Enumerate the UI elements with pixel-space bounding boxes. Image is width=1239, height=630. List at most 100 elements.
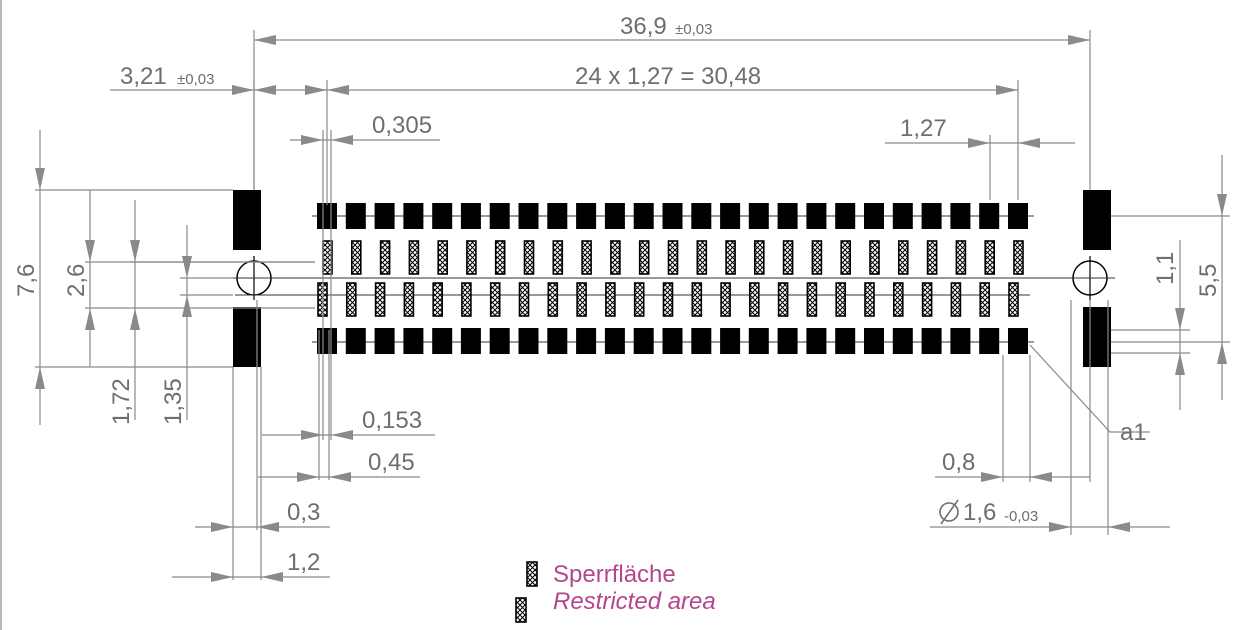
restricted-area-lower: [461, 282, 472, 317]
contact-pad-bottom: [892, 328, 913, 354]
hole-offset-tolerance: ±0,03: [177, 71, 214, 88]
restricted-area-upper: [869, 240, 880, 275]
legend-label-de: Sperrfläche: [553, 561, 676, 588]
mounting-pads-left: [233, 190, 261, 367]
restricted-area-lower: [864, 282, 875, 317]
extension-lines: [35, 30, 1230, 580]
restricted-area-upper: [466, 240, 477, 275]
contact-pad-bottom: [921, 328, 942, 354]
restricted-area-lower: [892, 282, 904, 317]
contact-pad-top: [979, 203, 1000, 229]
contact-pad-bottom: [777, 328, 798, 354]
restricted-area-upper: [696, 240, 708, 275]
contact-pad-bottom: [806, 328, 827, 354]
contact-pad-bottom: [576, 328, 597, 354]
slot-pad-width-label: 1,2: [287, 549, 320, 576]
overall-width-label: 36,9: [620, 13, 667, 40]
restricted-width-label: 0,305: [372, 112, 432, 139]
contact-pad-bottom: [518, 328, 539, 354]
contact-pad-bottom: [345, 328, 366, 354]
hole-diameter-label: 1,6: [963, 499, 996, 526]
contact-pad-top: [403, 203, 424, 229]
contact-pad-bottom: [374, 328, 395, 354]
restricted-area-upper: [350, 240, 362, 275]
mounting-pad: [1083, 190, 1111, 250]
contact-pad-top: [720, 203, 741, 229]
contact-pad-bottom: [691, 328, 712, 354]
contact-pad-top: [921, 203, 942, 229]
restricted-area-upper: [638, 240, 650, 275]
contact-pad-top: [950, 203, 971, 229]
contact-pad-top: [547, 203, 568, 229]
contact-pad-top: [662, 203, 683, 229]
hole-offset-label: 3,21: [120, 63, 167, 90]
restricted-area-upper: [408, 240, 420, 275]
restricted-area-upper: [552, 240, 564, 275]
contact-pad-bottom: [720, 328, 741, 354]
right-height-large-label: 5,5: [1195, 264, 1222, 297]
contact-pad-bottom: [460, 328, 481, 354]
restricted-area-lower: [576, 282, 587, 317]
contact-pad-bottom: [432, 328, 453, 354]
restricted-area-lower: [748, 282, 760, 317]
contact-pad-bottom: [979, 328, 1000, 354]
contact-pad-top: [748, 203, 769, 229]
restricted-area-lower: [345, 282, 357, 317]
restricted-area-upper: [379, 240, 391, 275]
pad-width-label: 0,45: [368, 449, 415, 476]
contact-pad-top: [892, 203, 913, 229]
restricted-area-lower: [1008, 282, 1019, 317]
contact-pad-top: [835, 203, 856, 229]
contact-pad-bottom: [317, 328, 337, 354]
contact-pad-top: [806, 203, 827, 229]
contact-pad-top: [518, 203, 539, 229]
contact-pad-bottom: [604, 328, 625, 354]
restricted-area-upper: [610, 240, 621, 275]
contact-pad-top: [576, 203, 597, 229]
restricted-area-lower: [662, 282, 674, 317]
restricted-area-upper: [926, 240, 938, 275]
contact-pad-bottom: [950, 328, 971, 354]
contact-pad-top: [864, 203, 884, 229]
restricted-area-lower: [806, 282, 818, 317]
legend-hatch-swatch: [526, 561, 538, 587]
restricted-area-upper: [984, 240, 996, 275]
hole-row-spacing-label: 1,35: [160, 378, 187, 425]
contact-pad-top: [489, 203, 510, 229]
contact-pad-top: [374, 203, 395, 229]
restricted-area-upper: [437, 240, 449, 275]
contact-pad-bottom: [1008, 328, 1028, 354]
restricted-area-lower: [605, 282, 616, 317]
diameter-icon: [939, 499, 959, 525]
restricted-area-lower: [950, 282, 962, 317]
contact-pad-bottom: [748, 328, 769, 354]
restricted-area-upper: [753, 240, 765, 275]
pitch-total-label: 24 x 1,27 = 30,48: [575, 63, 761, 90]
mounting-pad: [1083, 307, 1111, 367]
dimension-lines: [35, 35, 1227, 582]
mounting-pad: [233, 307, 261, 367]
restricted-area-lower: [374, 282, 386, 317]
contact-pad-bottom: [835, 328, 856, 354]
restricted-area-upper: [494, 240, 506, 275]
pad-rows: [317, 203, 1028, 354]
restricted-area-lower: [432, 282, 444, 317]
restricted-area-upper: [523, 240, 535, 275]
restricted-area-upper: [725, 240, 736, 275]
contact-pad-bottom: [489, 328, 510, 354]
dimension-labels: 36,9 ±0,03 3,21 ±0,03 24 x 1,27 = 30,48 …: [13, 13, 1222, 576]
legend-hatch-swatch: [515, 597, 527, 623]
contact-pad-top: [460, 203, 481, 229]
legend-label-en: Restricted area: [553, 588, 716, 615]
contact-pad-bottom: [864, 328, 884, 354]
restricted-area-lower: [403, 282, 415, 317]
restricted-area-upper: [581, 240, 592, 275]
pitch-label: 1,27: [900, 115, 947, 142]
contact-pad-top: [691, 203, 712, 229]
contact-pad-top: [604, 203, 625, 229]
contact-pad-top: [317, 203, 337, 229]
restricted-area-lower: [979, 282, 991, 317]
inner-height-label: 2,6: [63, 264, 90, 297]
restricted-area-upper: [811, 240, 823, 275]
